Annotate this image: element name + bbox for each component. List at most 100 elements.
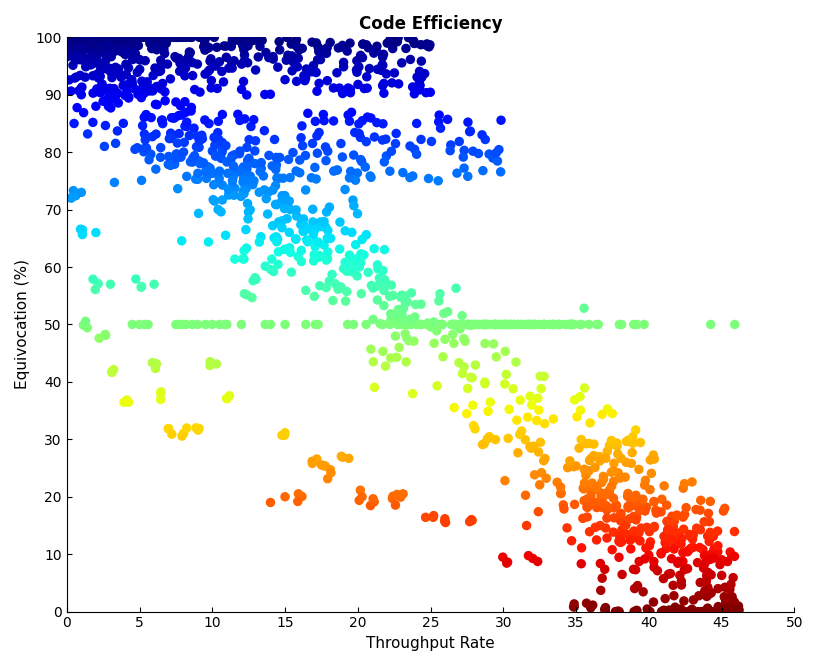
Point <box>110 37 123 47</box>
Point <box>378 157 391 167</box>
Point <box>371 41 384 51</box>
Point <box>132 40 145 51</box>
Point <box>694 606 708 617</box>
Point <box>63 32 76 43</box>
Point <box>231 32 244 43</box>
Point <box>97 32 110 43</box>
Point <box>627 319 640 330</box>
Point <box>70 32 83 43</box>
Point <box>82 34 95 45</box>
Point <box>718 503 731 513</box>
Point <box>75 55 88 65</box>
Point <box>323 276 336 286</box>
Point <box>708 553 721 563</box>
Point <box>154 152 167 163</box>
Point <box>583 526 596 537</box>
Point <box>537 319 550 330</box>
Point <box>533 480 546 490</box>
Point <box>568 499 581 509</box>
Point <box>588 462 601 473</box>
Point <box>568 394 581 405</box>
Point <box>124 39 137 49</box>
Point <box>91 49 104 59</box>
Point <box>644 537 657 547</box>
Point <box>324 37 337 48</box>
Point <box>603 485 616 496</box>
Point <box>122 92 135 103</box>
Point <box>313 45 326 56</box>
Point <box>441 114 454 125</box>
Point <box>179 63 192 73</box>
Point <box>631 319 644 330</box>
Point <box>295 121 308 131</box>
Point <box>613 319 626 330</box>
Point <box>240 90 254 101</box>
Point <box>345 260 358 271</box>
Point <box>124 32 137 43</box>
Point <box>380 69 393 79</box>
Point <box>146 70 160 81</box>
Point <box>353 119 366 129</box>
Point <box>150 358 163 369</box>
Point <box>129 32 142 43</box>
Point <box>212 204 225 215</box>
Point <box>320 255 333 266</box>
Point <box>640 603 654 614</box>
Point <box>642 606 655 617</box>
Point <box>65 43 78 54</box>
Point <box>220 157 233 167</box>
Point <box>726 572 739 583</box>
Point <box>663 605 676 615</box>
Point <box>317 460 330 471</box>
Point <box>344 38 357 49</box>
Point <box>579 470 592 481</box>
Point <box>222 184 235 194</box>
Point <box>208 196 221 206</box>
Point <box>117 118 130 129</box>
Point <box>340 266 353 276</box>
Point <box>634 500 647 510</box>
Point <box>404 54 417 65</box>
Point <box>92 71 106 82</box>
Point <box>245 121 258 132</box>
Point <box>184 157 197 167</box>
Point <box>565 319 578 330</box>
Point <box>469 360 482 370</box>
Point <box>432 296 445 306</box>
Point <box>367 48 380 59</box>
Point <box>522 319 535 330</box>
Point <box>624 501 637 511</box>
Point <box>101 32 115 43</box>
Point <box>160 32 173 43</box>
Point <box>598 490 611 501</box>
Point <box>356 53 369 63</box>
Point <box>155 83 168 94</box>
Point <box>590 482 603 492</box>
Point <box>159 39 172 49</box>
Point <box>400 315 413 326</box>
Point <box>302 65 315 75</box>
Point <box>568 601 581 612</box>
Point <box>164 128 178 139</box>
Point <box>511 319 524 330</box>
Point <box>339 184 352 195</box>
Point <box>577 513 590 523</box>
Point <box>324 464 337 475</box>
Point <box>311 86 324 97</box>
Point <box>226 187 239 198</box>
Point <box>354 485 367 496</box>
Point <box>701 568 714 579</box>
Point <box>141 32 154 43</box>
Point <box>101 42 114 53</box>
Point <box>237 254 250 264</box>
Point <box>618 528 631 539</box>
Point <box>115 72 128 83</box>
Point <box>488 319 501 330</box>
Point <box>227 161 240 171</box>
Point <box>142 32 155 43</box>
Point <box>600 513 614 523</box>
Point <box>266 220 279 231</box>
Point <box>120 32 133 43</box>
Point <box>87 274 100 284</box>
Point <box>676 556 690 567</box>
